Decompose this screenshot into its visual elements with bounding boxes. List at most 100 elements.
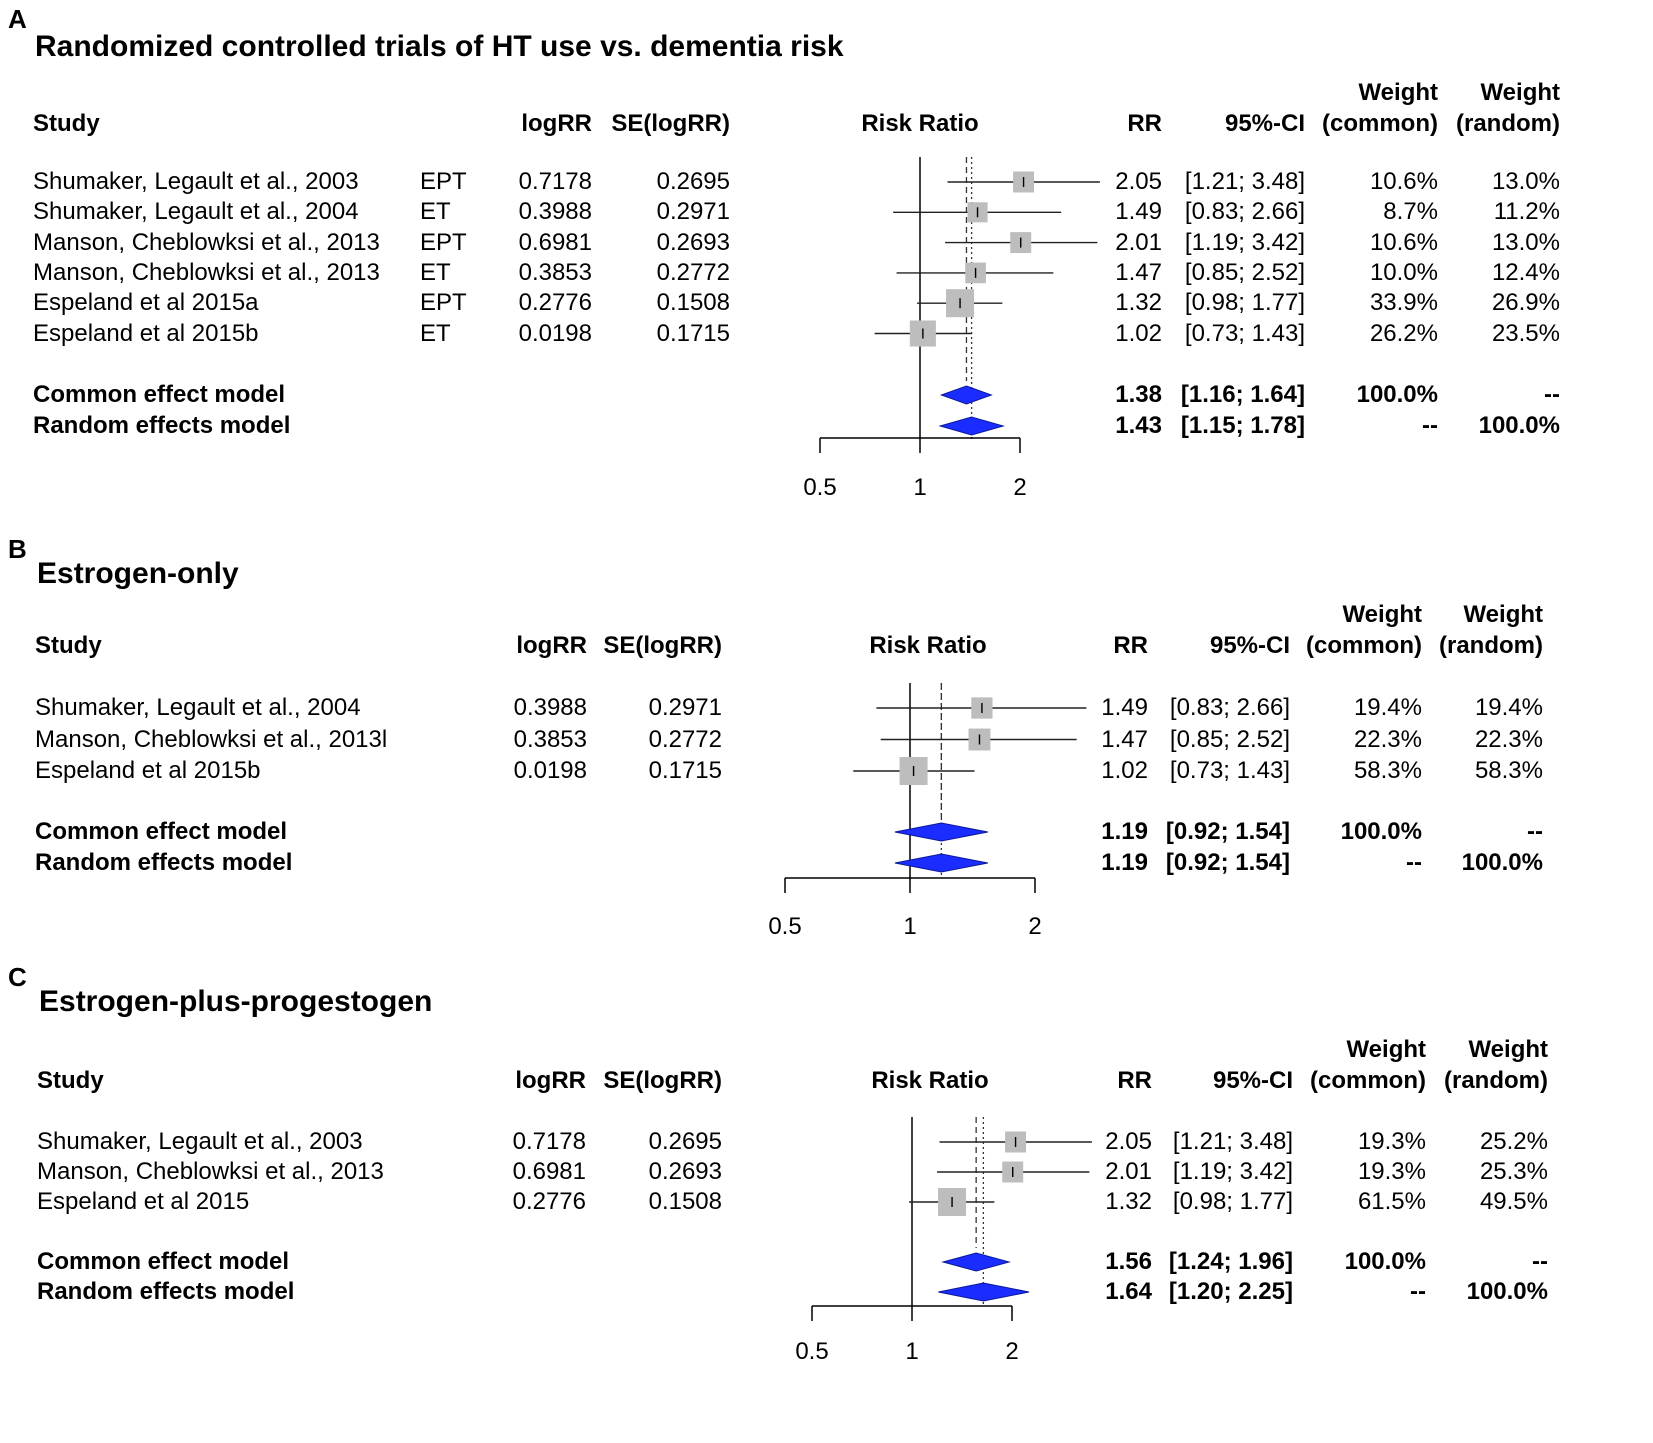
study-weight-random: 49.5% [1479, 1188, 1548, 1215]
study-weight-common: 10.6% [1369, 228, 1438, 256]
study-se: 0.2695 [656, 168, 730, 195]
summary-name: Random effects model [35, 849, 293, 876]
study-se: 0.2772 [656, 258, 730, 286]
summary-rr: 1.56 [1105, 1248, 1152, 1275]
header-weight-random: Weight [1480, 79, 1560, 106]
study-se: 0.2971 [656, 198, 730, 226]
study-weight-random: 22.3% [1474, 725, 1543, 753]
header-risk-ratio: Risk Ratio [861, 110, 979, 137]
study-ci: [0.85; 2.52] [1184, 258, 1305, 286]
summary-ci: [0.92; 1.54] [1165, 849, 1290, 876]
study-subgroup: EPT [420, 168, 467, 195]
summary-weight-random: 100.0% [1461, 849, 1543, 876]
study-ci: [0.73; 1.43] [1169, 757, 1290, 784]
header-logrr: logRR [516, 632, 587, 659]
study-logrr: 0.2776 [512, 1188, 586, 1215]
summary-weight-random: 100.0% [1466, 1278, 1548, 1305]
study-logrr: 0.3988 [518, 198, 592, 226]
study-name: Shumaker, Legault et al., 2003 [33, 168, 359, 195]
summary-name: Common effect model [33, 381, 286, 408]
summary-weight-common: -- [1406, 849, 1422, 876]
study-weight-common: 8.7% [1383, 198, 1438, 226]
header-rr: RR [1113, 632, 1148, 659]
study-se: 0.1508 [648, 1188, 722, 1215]
study-weight-common: 22.3% [1353, 725, 1422, 753]
study-weight-random: 13.0% [1491, 228, 1560, 256]
header-logrr: logRR [515, 1067, 586, 1094]
summary-weight-common: -- [1422, 412, 1438, 439]
header-weight-common: Weight [1342, 601, 1422, 628]
study-weight-random: 25.2% [1479, 1128, 1548, 1155]
x-axis-tick-label: 1 [903, 913, 917, 940]
header-se: SE(logRR) [603, 1067, 722, 1094]
summary-weight-random: -- [1544, 381, 1560, 408]
header-weight-common-sub: (common) [1310, 1067, 1426, 1094]
study-name: Manson, Cheblowksi et al., 2013l [35, 725, 388, 753]
study-ci: [1.21; 3.48] [1184, 168, 1305, 195]
header-weight-random: Weight [1463, 601, 1543, 628]
panel-letter: C [8, 962, 27, 992]
panel-letter: A [8, 4, 27, 34]
panel-letter: B [8, 534, 27, 564]
study-rr: 2.01 [1115, 228, 1162, 256]
summary-weight-random: -- [1527, 818, 1543, 845]
study-weight-random: 26.9% [1491, 289, 1560, 317]
study-rr: 2.05 [1105, 1128, 1152, 1155]
study-se: 0.1715 [656, 319, 730, 347]
study-logrr: 0.6981 [512, 1158, 586, 1185]
summary-name: Common effect model [37, 1248, 290, 1275]
study-weight-common: 10.6% [1369, 168, 1438, 195]
summary-ci: [1.24; 1.96] [1168, 1248, 1293, 1275]
study-subgroup: EPT [420, 289, 467, 317]
study-ci: [0.85; 2.52] [1169, 725, 1290, 753]
header-study: Study [37, 1067, 104, 1094]
study-name: Manson, Cheblowksi et al., 2013 [33, 258, 380, 286]
header-weight-random-sub: (random) [1444, 1067, 1548, 1094]
study-se: 0.2772 [648, 725, 722, 753]
header-se: SE(logRR) [611, 110, 730, 137]
study-rr: 1.32 [1105, 1188, 1152, 1215]
study-subgroup: ET [420, 319, 451, 347]
summary-rr: 1.19 [1101, 818, 1148, 845]
study-name: Manson, Cheblowksi et al., 2013 [37, 1158, 384, 1185]
study-weight-common: 61.5% [1357, 1188, 1426, 1215]
summary-name: Common effect model [35, 818, 288, 845]
panel-title: Estrogen-only [37, 557, 239, 590]
study-ci: [0.73; 1.43] [1184, 319, 1305, 347]
header-weight-common: Weight [1346, 1036, 1426, 1063]
study-name: Espeland et al 2015 [37, 1188, 250, 1215]
summary-ci: [0.92; 1.54] [1165, 818, 1290, 845]
study-rr: 1.47 [1115, 258, 1162, 286]
study-subgroup: EPT [420, 228, 467, 256]
study-subgroup: ET [420, 258, 451, 286]
study-subgroup: ET [420, 198, 451, 226]
study-name: Espeland et al 2015b [33, 319, 259, 347]
summary-ci: [1.15; 1.78] [1180, 412, 1305, 439]
study-rr: 2.01 [1105, 1158, 1152, 1185]
panel-title: Estrogen-plus-progestogen [39, 985, 433, 1018]
study-name: Espeland et al 2015a [33, 289, 259, 317]
study-ci: [0.83; 2.66] [1169, 694, 1290, 721]
header-weight-random-sub: (random) [1456, 110, 1560, 137]
x-axis-tick-label: 1 [905, 1338, 919, 1365]
summary-weight-common: 100.0% [1344, 1248, 1426, 1275]
study-logrr: 0.2776 [518, 289, 592, 317]
summary-weight-random: 100.0% [1478, 412, 1560, 439]
study-rr: 1.02 [1115, 319, 1162, 347]
header-logrr: logRR [521, 110, 592, 137]
x-axis-tick-label: 1 [913, 474, 927, 501]
study-logrr: 0.0198 [518, 319, 592, 347]
summary-diamond [941, 1252, 1011, 1272]
summary-weight-random: -- [1532, 1248, 1548, 1275]
header-rr: RR [1117, 1067, 1152, 1094]
study-se: 0.2693 [648, 1158, 722, 1185]
study-ci: [0.98; 1.77] [1184, 289, 1305, 317]
x-axis-tick-label: 2 [1005, 1338, 1019, 1365]
summary-weight-common: 100.0% [1356, 381, 1438, 408]
header-weight-common-sub: (common) [1306, 632, 1422, 659]
summary-diamond [894, 822, 988, 842]
summary-rr: 1.38 [1115, 381, 1162, 408]
study-weight-common: 19.4% [1353, 694, 1422, 721]
study-ci: [1.21; 3.48] [1172, 1128, 1293, 1155]
